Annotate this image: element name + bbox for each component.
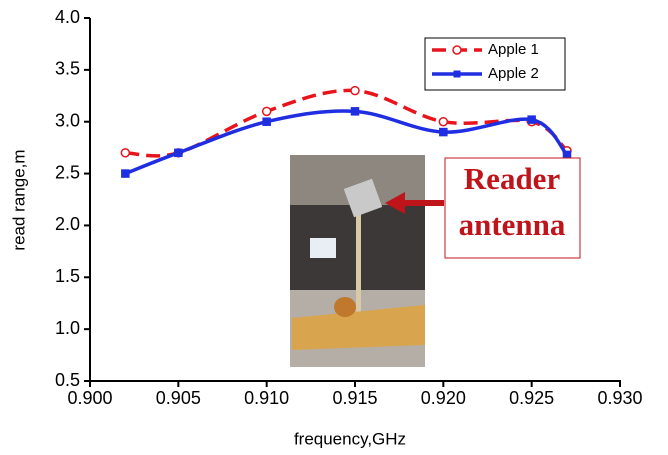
y-tick-label: 4.0 (55, 7, 80, 27)
x-tick-label: 0.920 (421, 388, 466, 408)
marker (439, 118, 447, 126)
marker (263, 107, 271, 115)
x-tick-label: 0.925 (509, 388, 554, 408)
inset-photo (290, 155, 425, 367)
y-tick-label: 2.0 (55, 214, 80, 234)
legend-marker (453, 46, 461, 54)
x-tick-label: 0.905 (156, 388, 201, 408)
y-axis-title: read range,m (9, 149, 28, 250)
marker (528, 116, 535, 123)
marker (121, 149, 129, 157)
marker (564, 151, 571, 158)
chart: frequency,GHz read range,m Reader antenn… (0, 0, 668, 455)
marker (122, 170, 129, 177)
legend-marker (454, 71, 461, 78)
x-tick-label: 0.910 (244, 388, 289, 408)
y-tick-label: 2.5 (55, 162, 80, 182)
y-tick-label: 1.5 (55, 266, 80, 286)
marker (440, 129, 447, 136)
y-tick-label: 3.0 (55, 110, 80, 130)
annotation-text: Reader (464, 161, 561, 196)
legend-label: Apple 2 (488, 65, 539, 82)
legend-label: Apple 1 (488, 41, 539, 58)
marker (351, 87, 359, 95)
marker (352, 108, 359, 115)
y-tick-label: 0.5 (55, 370, 80, 390)
marker (263, 118, 270, 125)
annotation-text: antenna (459, 207, 566, 242)
x-tick-label: 0.900 (67, 388, 112, 408)
x-axis-title: frequency,GHz (294, 429, 406, 448)
x-tick-label: 0.915 (332, 388, 377, 408)
marker (175, 149, 182, 156)
y-tick-label: 3.5 (55, 59, 80, 79)
x-tick-label: 0.930 (597, 388, 642, 408)
y-tick-label: 1.0 (55, 318, 80, 338)
